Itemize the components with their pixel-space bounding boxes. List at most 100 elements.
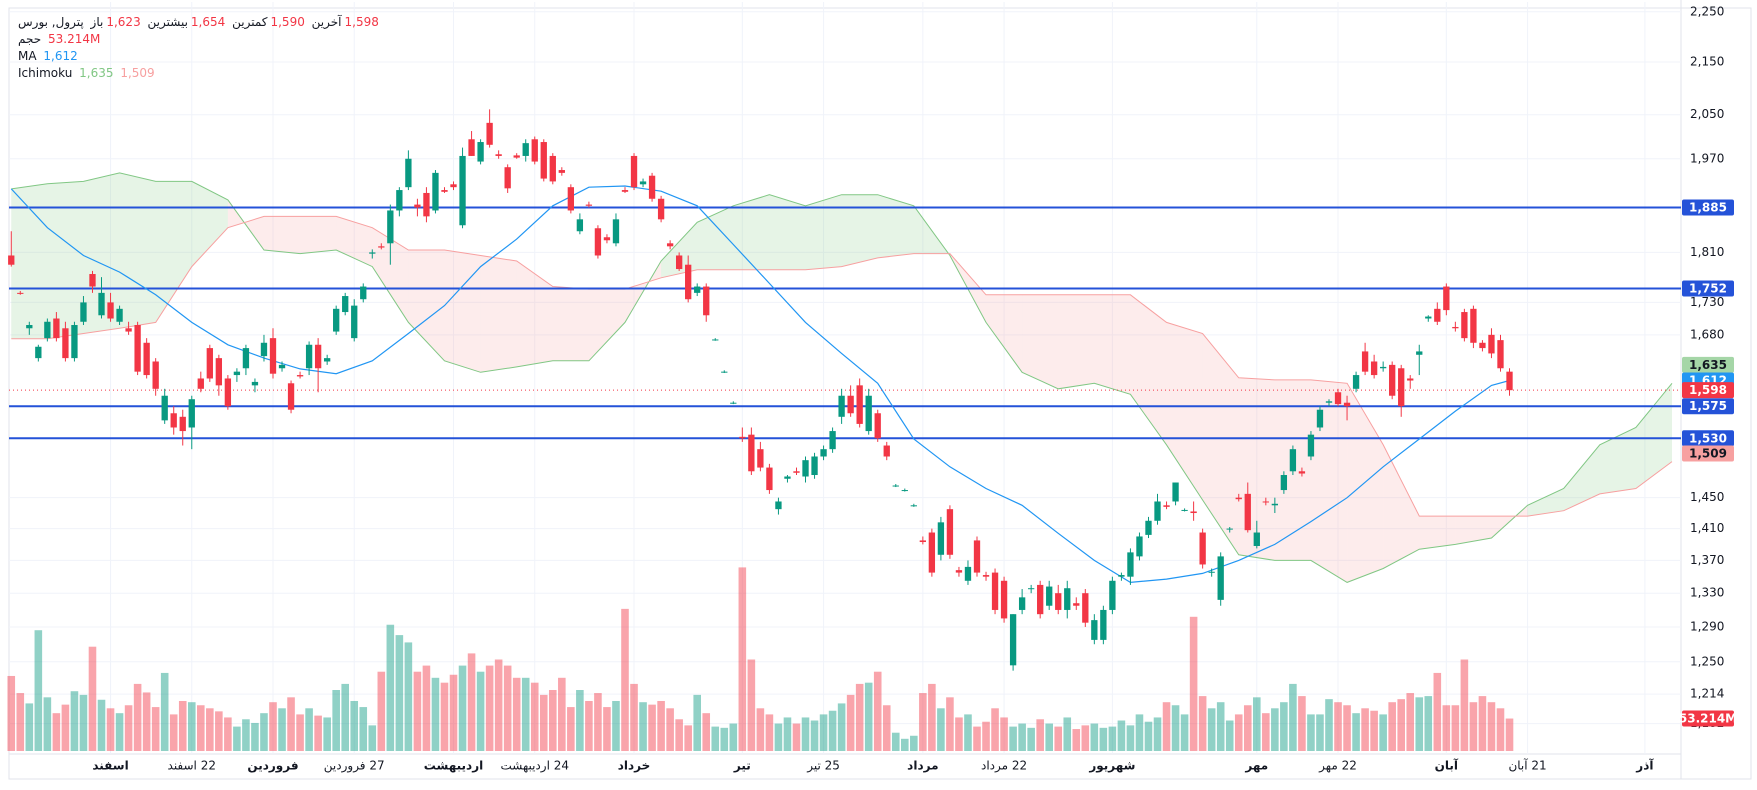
volume-bar (115, 713, 124, 751)
candle-body (287, 383, 295, 410)
cloud-fill (1130, 294, 1167, 445)
candle-body (838, 395, 845, 417)
legend-value: 1,598 (344, 15, 379, 29)
candle-body (116, 308, 123, 322)
candle-body (170, 413, 177, 428)
candle-body (874, 413, 881, 439)
volume-bar (169, 714, 178, 751)
volume-bar (837, 703, 846, 751)
candle-body (296, 375, 304, 377)
candle-body (522, 143, 529, 156)
candle-body (278, 364, 286, 369)
candle-body (991, 572, 999, 610)
volume-bar (521, 677, 530, 751)
cloud-fill (1022, 294, 1059, 389)
volume-bar (422, 665, 431, 751)
volume-bar (142, 692, 151, 751)
candle-body (739, 436, 746, 439)
candle-body (1235, 497, 1242, 500)
candle-body (1046, 586, 1053, 606)
volume-bar (657, 700, 665, 751)
price-badge-label: 53.214M (1679, 712, 1737, 726)
cloud-fill (1527, 488, 1564, 517)
y-tick-label: 1,250 (1690, 654, 1724, 668)
candle-body (675, 255, 683, 270)
cloud-fill (300, 216, 337, 254)
candle-body (251, 381, 259, 386)
volume-bar (88, 646, 97, 751)
candle-body (423, 192, 430, 217)
candle-body (1416, 351, 1423, 355)
volume-bar (404, 642, 413, 751)
volume-bar (368, 725, 377, 751)
volume-bar (1045, 723, 1053, 751)
volume-bar (873, 671, 882, 751)
candle-body (35, 346, 42, 359)
volume-bar (16, 693, 25, 751)
y-tick-label: 1,370 (1690, 553, 1724, 567)
volume-bar (1207, 708, 1216, 751)
candle-body (513, 155, 520, 158)
candle-body (531, 139, 538, 162)
legend-row: Ichimoku 1,635 1,509 (18, 65, 382, 82)
legend-label: بیشترین (147, 15, 188, 29)
volume-bar (864, 682, 873, 751)
volume-bar (287, 697, 295, 751)
volume-bar (819, 714, 828, 751)
volume-bar (233, 726, 241, 751)
candle-body (504, 167, 511, 189)
volume-bar (269, 702, 277, 751)
volume-bar (558, 677, 566, 751)
volume-bar (1406, 693, 1415, 751)
legend-value: 1,590 (270, 15, 305, 29)
volume-bar (1153, 717, 1162, 751)
candle-body (883, 445, 890, 457)
legend-label: حجم (18, 32, 42, 46)
candle-body (71, 325, 78, 359)
legend-label: باز (90, 15, 104, 29)
volume-bar (1054, 726, 1063, 751)
x-tick-label: فروردین (247, 759, 298, 774)
frame (8, 7, 1752, 780)
volume-bar (278, 708, 286, 751)
legend-label: کمترین (232, 15, 268, 29)
candle-body (1361, 351, 1369, 372)
volume-bar (964, 714, 972, 751)
candle-body (396, 190, 403, 211)
volume-bar (901, 738, 909, 751)
volume-bar (639, 702, 647, 751)
candle-body (1253, 532, 1260, 546)
price-badge (1682, 199, 1734, 216)
candle-body (1497, 340, 1504, 369)
volume-bar (1108, 726, 1117, 751)
volume-bar (206, 708, 214, 751)
volume-bar (224, 717, 232, 751)
candle-body (937, 522, 945, 555)
volume-bar (449, 674, 458, 751)
candle-body (197, 378, 204, 389)
volume-bar (919, 693, 927, 751)
candle-body (333, 308, 340, 332)
candle-body (1163, 505, 1170, 507)
volume-bar (1135, 714, 1144, 751)
candle-body (1461, 312, 1468, 339)
candle-body (567, 187, 575, 211)
cloud-fill (191, 181, 228, 267)
cloud-fill (444, 249, 481, 373)
candle-body (1325, 401, 1333, 403)
candle-body (107, 302, 114, 319)
y-tick-label: 1,810 (1690, 245, 1724, 259)
volume-bar (431, 677, 440, 751)
volume-bar (1289, 683, 1297, 751)
candle-body (666, 243, 674, 247)
cloud-fill (372, 227, 409, 323)
volume-bar (350, 700, 359, 751)
candle-body (1470, 308, 1477, 343)
candle-body (576, 219, 584, 232)
volume-bar (539, 694, 548, 751)
candle-body (1316, 409, 1324, 428)
volume-bar (467, 653, 476, 751)
candle-body (901, 490, 908, 492)
volume-bar (946, 697, 954, 751)
volume-bar (43, 697, 52, 751)
